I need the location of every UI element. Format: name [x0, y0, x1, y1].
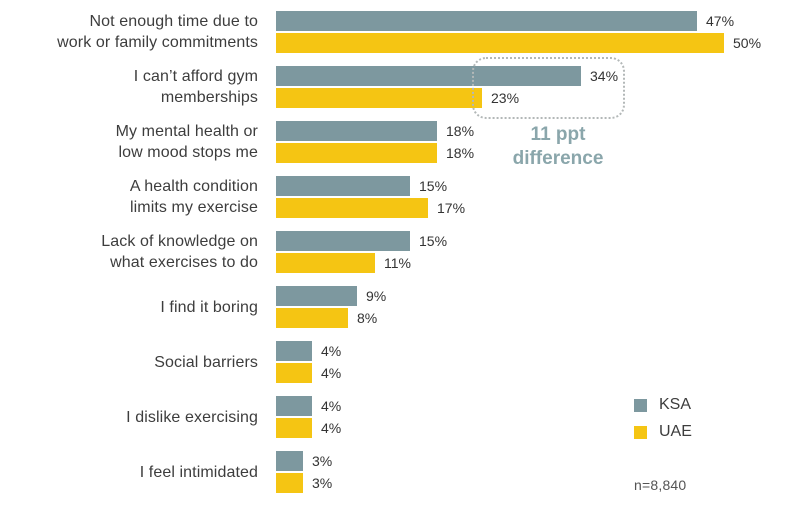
difference-annotation-label: 11 ppt difference: [468, 123, 648, 171]
bar-line-uae: 17%: [276, 198, 465, 218]
annotation-line-2: difference: [512, 148, 604, 169]
annotation-line-1: 11 ppt: [530, 124, 586, 145]
difference-annotation-box: [472, 57, 625, 119]
category-label: I feel intimidated: [139, 463, 258, 481]
category-label: I can’t afford gym memberships: [133, 68, 258, 106]
bar-line-ksa: 4%: [276, 341, 341, 361]
chart-row: I find it boring 9% 8%: [0, 286, 802, 328]
bar-uae: [276, 198, 428, 218]
value-label-uae: 8%: [357, 310, 378, 326]
bar-line-uae: 50%: [276, 33, 761, 53]
value-label-ksa: 34%: [590, 68, 619, 84]
value-label-uae: 4%: [321, 420, 342, 436]
category-label: Not enough time due to work or family com…: [57, 13, 258, 51]
bar-line-uae: 8%: [276, 308, 377, 328]
bar-ksa: [276, 231, 410, 251]
category-label: My mental health or low mood stops me: [115, 123, 258, 161]
value-label-uae: 4%: [321, 365, 342, 381]
value-label-ksa: 9%: [366, 288, 387, 304]
chart-row: Lack of knowledge on what exercises to do…: [0, 231, 802, 273]
bar-uae: [276, 363, 312, 383]
value-label-ksa: 47%: [706, 13, 735, 29]
legend-label-uae: UAE: [659, 423, 692, 440]
value-label-uae: 11%: [384, 255, 411, 271]
bar-uae: [276, 308, 348, 328]
legend-item-uae: UAE: [634, 423, 692, 441]
bar-line-uae: 3%: [276, 473, 332, 493]
value-label-ksa: 4%: [321, 398, 342, 414]
legend-item-ksa: KSA: [634, 396, 692, 414]
chart-row: I feel intimidated 3% 3%: [0, 451, 802, 493]
bar-ksa: [276, 396, 312, 416]
bar-line-ksa: 18%: [276, 121, 474, 141]
value-label-ksa: 4%: [321, 343, 342, 359]
bar-uae: [276, 33, 724, 53]
bar-line-uae: 11%: [276, 253, 411, 273]
bar-line-uae: 18%: [276, 143, 474, 163]
category-label: I find it boring: [160, 298, 258, 316]
bar-uae: [276, 143, 437, 163]
chart-row: A health condition limits my exercise 15% 1…: [0, 176, 802, 218]
value-label-uae: 50%: [733, 35, 762, 51]
bar-ksa: [276, 11, 697, 31]
sample-size-label: n=8,840: [634, 477, 687, 493]
value-label-ksa: 18%: [446, 123, 475, 139]
bar-uae: [276, 473, 303, 493]
value-label-uae: 18%: [446, 145, 475, 161]
bar-line-uae: 23%: [276, 88, 519, 108]
chart-row: I can’t afford gym memberships 34% 23%: [0, 66, 802, 108]
value-label-uae: 3%: [312, 475, 333, 491]
bar-ksa: [276, 286, 357, 306]
value-label-uae: 17%: [437, 200, 466, 216]
bar-uae: [276, 253, 375, 273]
category-label: I dislike exercising: [126, 408, 258, 426]
legend-swatch-ksa: [634, 398, 647, 412]
bar-line-ksa: 34%: [276, 66, 618, 86]
legend-swatch-uae: [634, 425, 647, 439]
bar-line-ksa: 15%: [276, 176, 447, 196]
bar-line-ksa: 4%: [276, 396, 341, 416]
value-label-uae: 23%: [491, 90, 520, 106]
chart-row: Social barriers 4% 4%: [0, 341, 802, 383]
bar-line-ksa: 3%: [276, 451, 332, 471]
bar-line-ksa: 47%: [276, 11, 734, 31]
bar-line-ksa: 15%: [276, 231, 447, 251]
category-label: Social barriers: [154, 353, 258, 371]
bar-uae: [276, 418, 312, 438]
bar-ksa: [276, 341, 312, 361]
bar-line-ksa: 9%: [276, 286, 386, 306]
value-label-ksa: 15%: [419, 178, 448, 194]
bar-ksa: [276, 176, 410, 196]
value-label-ksa: 15%: [419, 233, 448, 249]
bar-line-uae: 4%: [276, 418, 341, 438]
bar-uae: [276, 88, 482, 108]
legend: KSA UAE: [634, 396, 692, 441]
bar-ksa: [276, 66, 581, 86]
bar-ksa: [276, 121, 437, 141]
chart-row: My mental health or low mood stops me 18% 1…: [0, 121, 802, 163]
chart-row: I dislike exercising 4% 4%: [0, 396, 802, 438]
category-label: Lack of knowledge on what exercises to do: [101, 233, 258, 271]
bar-line-uae: 4%: [276, 363, 341, 383]
legend-label-ksa: KSA: [659, 396, 692, 413]
category-label: A health condition limits my exercise: [129, 178, 258, 216]
value-label-ksa: 3%: [312, 453, 333, 469]
bar-ksa: [276, 451, 303, 471]
chart-row: Not enough time due to work or family com…: [0, 11, 802, 53]
